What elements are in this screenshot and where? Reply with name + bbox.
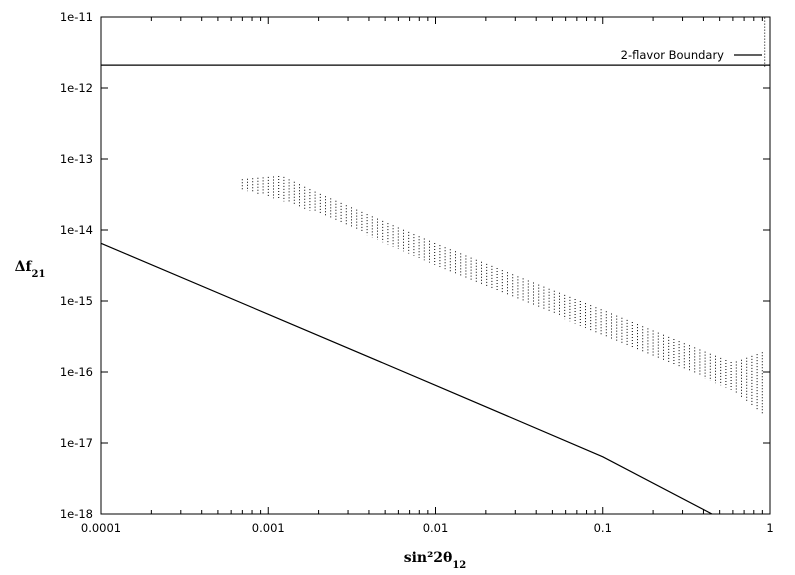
x-tick-label-2: 0.01 (423, 521, 449, 535)
x-axis-title: sin²2θ12 (404, 550, 467, 571)
series-line-1 (100, 242, 713, 515)
series-layer (100, 17, 770, 515)
y-axis-title: Δf21 (15, 259, 46, 280)
dotted-band-region (241, 176, 763, 414)
y-tick-label-7: 1e-11 (60, 10, 93, 24)
x-tick-label-0: 0.0001 (81, 521, 121, 535)
y-axis-title-main: Δf (15, 259, 33, 275)
x-tick-label-1: 0.001 (252, 521, 285, 535)
y-tick-label-1: 1e-17 (60, 436, 93, 450)
y-tick-label-3: 1e-15 (60, 294, 93, 308)
x-axis-title-main: sin²2θ (404, 550, 453, 566)
y-axis-title-sub: 21 (31, 269, 45, 280)
y-tick-label-6: 1e-12 (60, 81, 93, 95)
y-tick-label-5: 1e-13 (60, 152, 93, 166)
ticks-layer: 0.0001 0.001 0.01 0.1 1 1e-18 1e-17 1e-16 1e-15 1… (60, 10, 774, 535)
y-tick-label-0: 1e-18 (60, 507, 93, 521)
legend: 2-flavor Boundary (621, 48, 762, 62)
x-tick-label-4: 1 (766, 521, 773, 535)
x-tick-label-3: 0.1 (594, 521, 612, 535)
legend-label: 2-flavor Boundary (621, 48, 725, 62)
plot-frame (100, 16, 771, 515)
x-axis-title-sub: 12 (452, 560, 466, 571)
y-tick-label-4: 1e-14 (60, 223, 93, 237)
y-tick-label-2: 1e-16 (60, 365, 93, 379)
